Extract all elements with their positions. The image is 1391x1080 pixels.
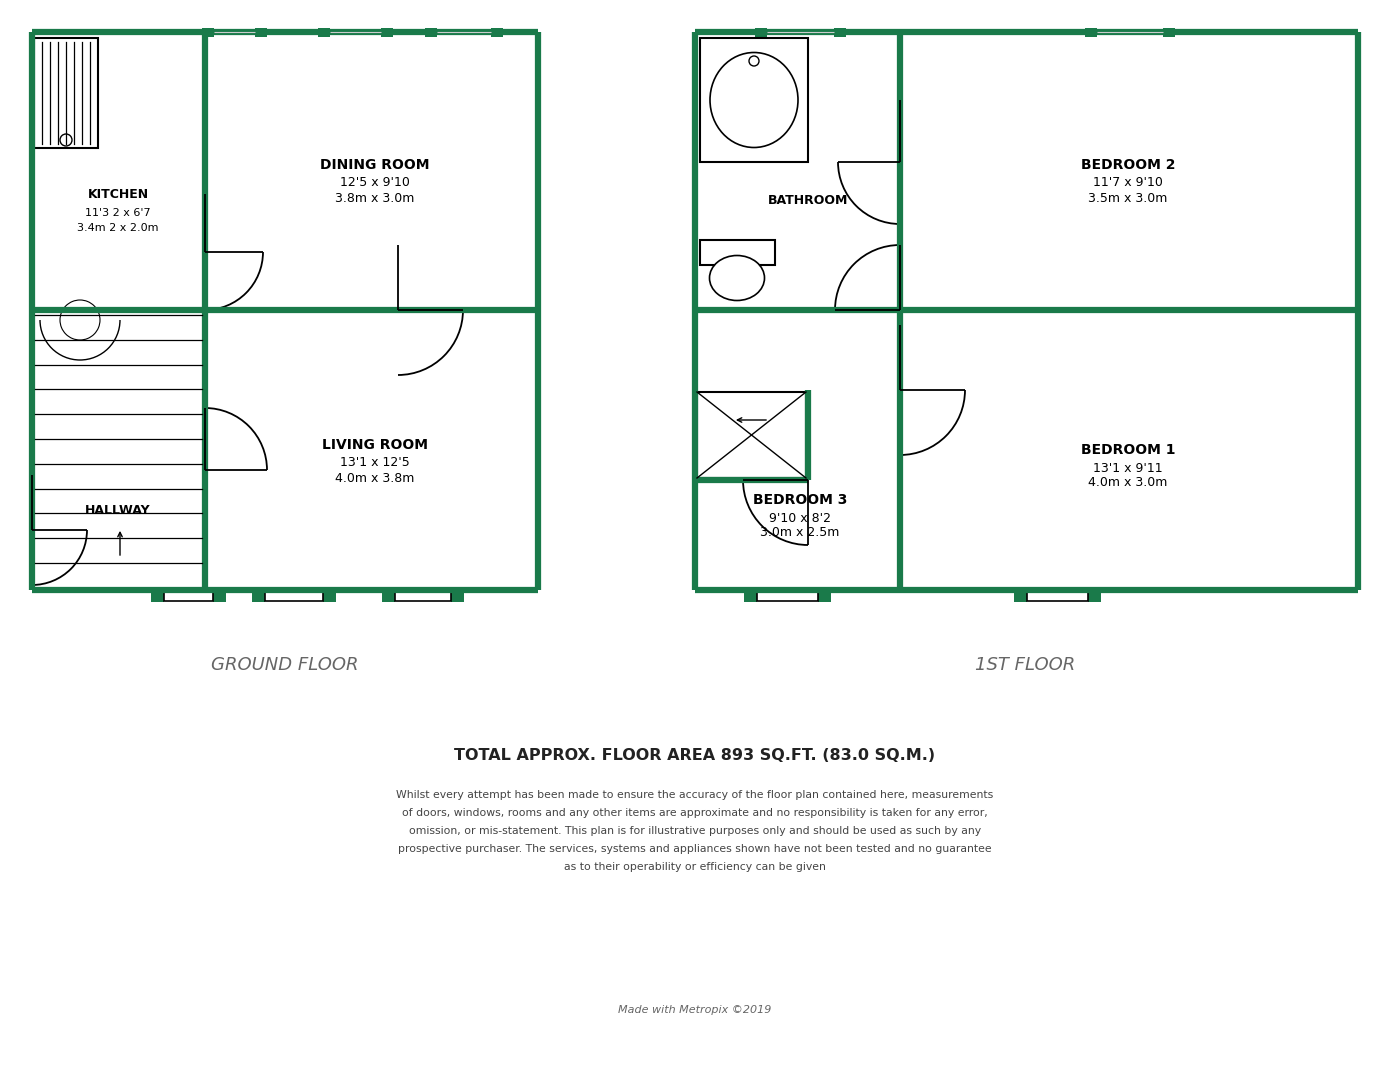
Text: 11'7 x 9'10: 11'7 x 9'10 <box>1093 176 1163 189</box>
Bar <box>255 28 267 37</box>
Text: 4.0m x 3.0m: 4.0m x 3.0m <box>1088 476 1167 489</box>
Bar <box>437 28 491 37</box>
Ellipse shape <box>709 256 765 300</box>
Bar <box>1163 28 1175 37</box>
Bar <box>213 588 225 602</box>
Bar <box>426 28 437 37</box>
Bar <box>33 38 97 148</box>
Text: 3.0m x 2.5m: 3.0m x 2.5m <box>761 526 840 540</box>
Bar <box>266 588 323 600</box>
Bar <box>1014 588 1027 602</box>
Text: BEDROOM 1: BEDROOM 1 <box>1081 443 1175 457</box>
Bar <box>252 588 266 602</box>
Bar <box>214 28 255 37</box>
Bar <box>818 588 830 602</box>
Text: 12'5 x 9'10: 12'5 x 9'10 <box>339 176 410 189</box>
Bar <box>451 588 465 602</box>
Text: GROUND FLOOR: GROUND FLOOR <box>211 656 359 674</box>
Bar <box>700 240 775 265</box>
Bar <box>755 28 766 37</box>
Text: 13'1 x 12'5: 13'1 x 12'5 <box>341 457 410 470</box>
Bar <box>202 28 214 37</box>
Text: HALLWAY: HALLWAY <box>85 503 150 516</box>
Text: 1ST FLOOR: 1ST FLOOR <box>975 656 1075 674</box>
Text: 9'10 x 8'2: 9'10 x 8'2 <box>769 512 830 525</box>
Bar <box>395 588 451 600</box>
Bar <box>757 588 818 602</box>
Bar <box>323 588 337 602</box>
Text: DINING ROOM: DINING ROOM <box>320 158 430 172</box>
Text: 13'1 x 9'11: 13'1 x 9'11 <box>1093 461 1163 474</box>
Text: 3.8m x 3.0m: 3.8m x 3.0m <box>335 191 415 204</box>
Text: KITCHEN: KITCHEN <box>88 189 149 202</box>
Bar <box>330 28 381 37</box>
Bar <box>744 588 757 602</box>
Bar <box>1027 588 1088 600</box>
Ellipse shape <box>709 53 798 148</box>
Text: BEDROOM 3: BEDROOM 3 <box>753 492 847 507</box>
Text: of doors, windows, rooms and any other items are approximate and no responsibili: of doors, windows, rooms and any other i… <box>402 808 988 818</box>
Text: as to their operability or efficiency can be given: as to their operability or efficiency ca… <box>565 862 826 872</box>
Text: BEDROOM 2: BEDROOM 2 <box>1081 158 1175 172</box>
Bar <box>164 588 213 600</box>
Text: 4.0m x 3.8m: 4.0m x 3.8m <box>335 472 415 485</box>
Bar <box>383 588 395 602</box>
Bar <box>700 38 808 162</box>
Bar <box>152 588 164 602</box>
Bar <box>1097 28 1163 37</box>
Text: LIVING ROOM: LIVING ROOM <box>321 438 428 453</box>
Text: BATHROOM: BATHROOM <box>768 193 849 206</box>
Text: 3.4m 2 x 2.0m: 3.4m 2 x 2.0m <box>78 222 159 233</box>
Bar <box>395 588 451 602</box>
Bar <box>266 588 323 602</box>
Bar <box>164 588 213 602</box>
Bar <box>757 588 818 600</box>
Bar <box>1085 28 1097 37</box>
Bar <box>491 28 504 37</box>
Bar <box>835 28 846 37</box>
Text: 3.5m x 3.0m: 3.5m x 3.0m <box>1088 191 1167 204</box>
Bar <box>697 392 805 478</box>
Text: TOTAL APPROX. FLOOR AREA 893 SQ.FT. (83.0 SQ.M.): TOTAL APPROX. FLOOR AREA 893 SQ.FT. (83.… <box>455 747 936 762</box>
Text: 11'3 2 x 6'7: 11'3 2 x 6'7 <box>85 208 150 218</box>
Bar <box>766 28 835 37</box>
Text: omission, or mis-statement. This plan is for illustrative purposes only and shou: omission, or mis-statement. This plan is… <box>409 826 981 836</box>
Text: prospective purchaser. The services, systems and appliances shown have not been : prospective purchaser. The services, sys… <box>398 843 992 854</box>
Text: Whilst every attempt has been made to ensure the accuracy of the floor plan cont: Whilst every attempt has been made to en… <box>396 789 993 800</box>
Bar <box>319 28 330 37</box>
Bar <box>1088 588 1102 602</box>
Bar <box>381 28 394 37</box>
Bar <box>1027 588 1088 602</box>
Text: Made with Metropix ©2019: Made with Metropix ©2019 <box>619 1005 772 1015</box>
